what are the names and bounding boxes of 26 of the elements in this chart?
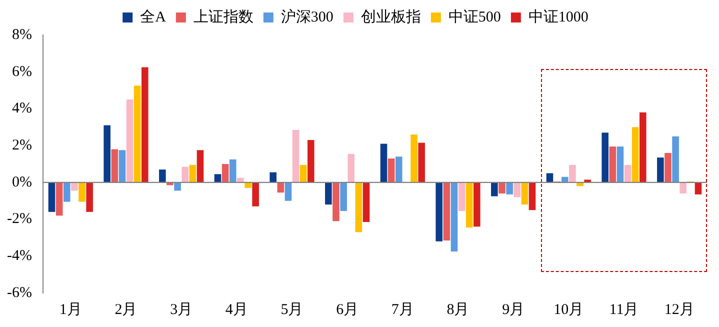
legend-label: 沪深300 [280, 8, 334, 26]
y-tick-label: -4% [6, 248, 32, 264]
x-tick-label: 11月 [609, 302, 639, 318]
y-tick-label: 0% [12, 174, 32, 190]
x-tick-label: 8月 [446, 302, 470, 318]
legend-label: 中证1000 [528, 8, 588, 26]
x-tick-label: 12月 [664, 302, 694, 318]
x-tick-label: 2月 [114, 302, 138, 318]
y-tick-label: -6% [6, 284, 32, 301]
legend-label: 上证指数 [193, 8, 254, 26]
x-tick-label: 1月 [59, 302, 82, 318]
x-tick-label: 3月 [170, 302, 193, 318]
x-tick-label: 7月 [391, 302, 414, 318]
x-tick-label: 6月 [336, 302, 359, 318]
y-tick-label: 8% [12, 26, 32, 43]
legend-label: 中证500 [448, 8, 501, 26]
y-tick-label: 2% [12, 138, 32, 154]
x-tick-label: 9月 [502, 302, 525, 318]
y-tick-label: -2% [6, 211, 32, 228]
legend-label: 创业板指 [360, 8, 421, 26]
x-tick-label: 10月 [554, 302, 584, 318]
y-tick-label: 6% [12, 64, 32, 80]
x-tick-label: 4月 [225, 302, 248, 318]
x-tick-label: 5月 [280, 302, 304, 318]
y-tick-label: 4% [12, 100, 32, 117]
legend-label: 全A [140, 8, 166, 26]
